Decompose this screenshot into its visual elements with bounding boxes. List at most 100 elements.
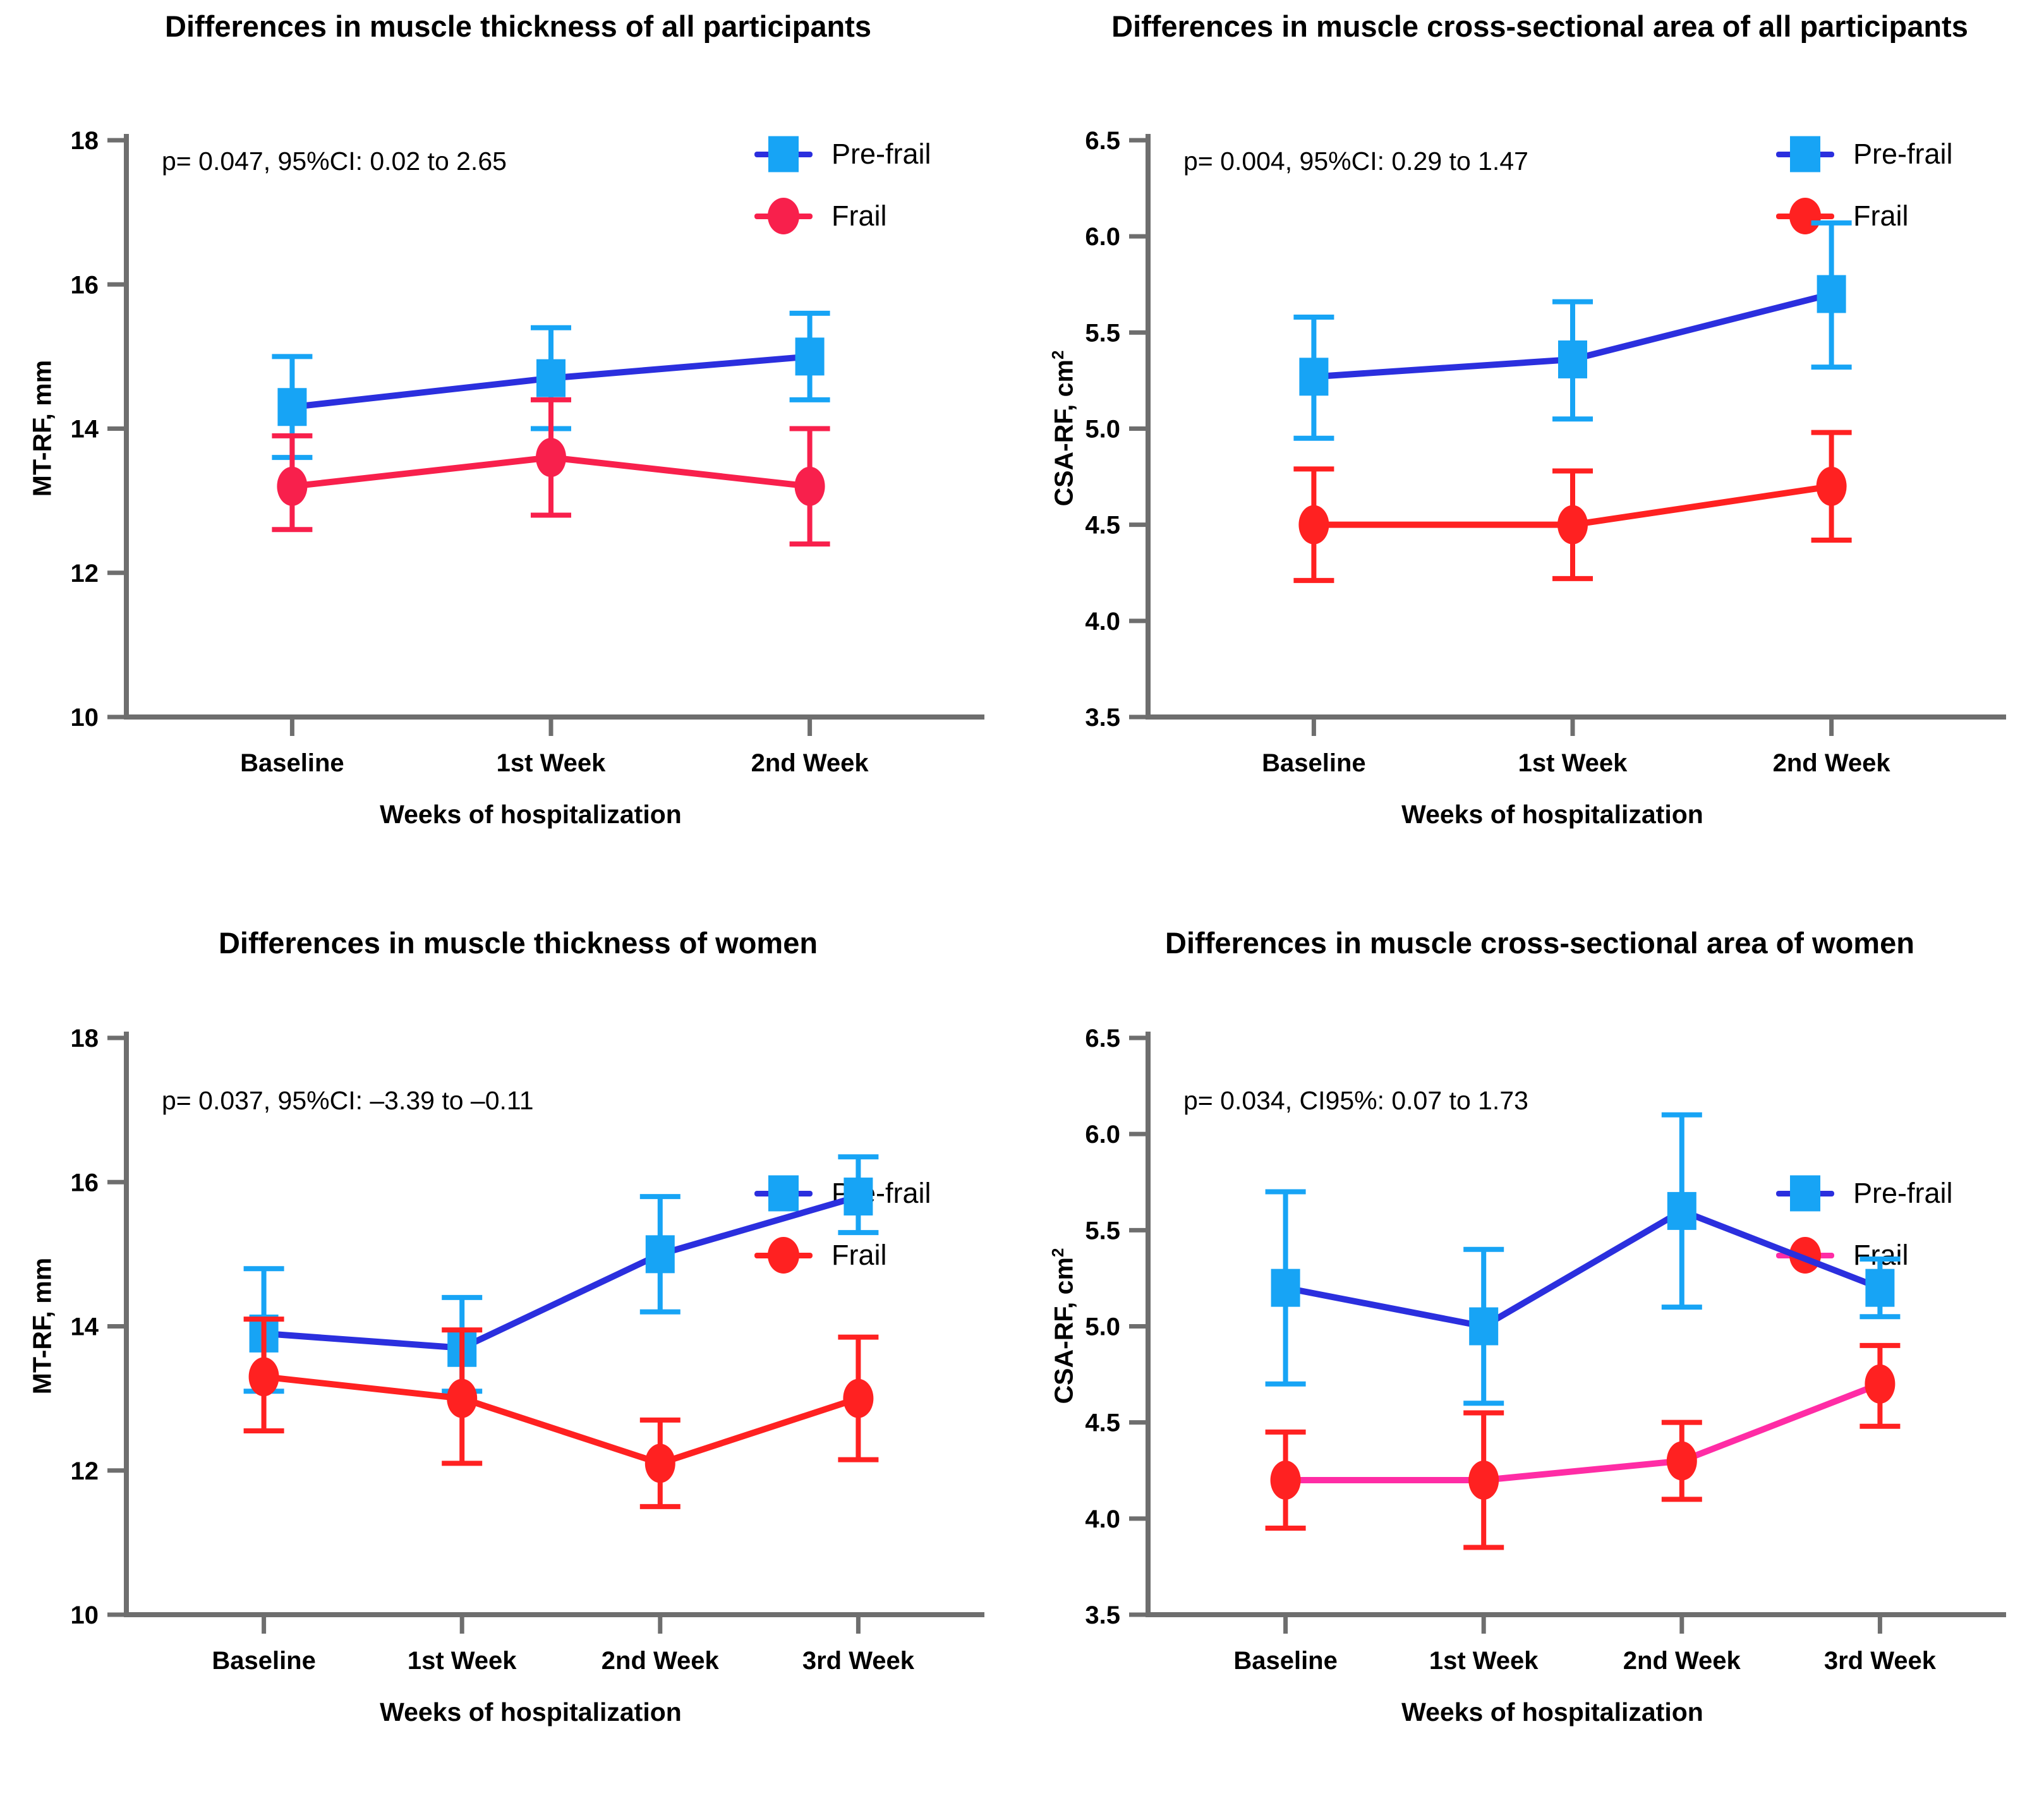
circle-marker-icon: [752, 1235, 815, 1275]
series-pre-frail: [1293, 220, 1852, 441]
error-bars: [243, 1154, 879, 1394]
circle-marker-icon: [1774, 196, 1837, 236]
axis-tick-labels: 3.5 4.0 4.5 5.0 5.5 6.0 6.5 Baseline 1st Week 2nd…: [1085, 1025, 1936, 1675]
legend-label: Frail: [1853, 200, 1909, 232]
legend-label: Pre-frail: [832, 138, 931, 170]
marker-circle: [843, 1378, 874, 1418]
series-pre-frail: [1265, 1112, 1901, 1406]
x-tick-label: Baseline: [1233, 1647, 1338, 1675]
legend-item-frail: Frail: [752, 1235, 931, 1275]
x-tick-label: 1st Week: [1429, 1647, 1539, 1675]
square-marker-icon: [1774, 1173, 1837, 1214]
plot-csa-all-participants: 3.5 4.0 4.5 5.0 5.5 6.0 6.5 Baseline 1st Week 2nd…: [1085, 127, 2006, 777]
y-tick-label: 3.5: [1085, 704, 1120, 732]
legend-item-frail: Frail: [1774, 196, 1953, 236]
series-line: [1282, 1207, 1884, 1330]
series-pre-frail: [243, 1154, 879, 1394]
y-tick-label: 10: [71, 704, 99, 732]
legend-square: [1790, 136, 1820, 172]
panel-mt-all-participants: Differences in muscle thickness of all p…: [0, 0, 1022, 898]
marker-circle: [1666, 1441, 1697, 1481]
panel-title: Differences in muscle cross-sectional ar…: [1111, 9, 1968, 43]
square-marker-icon: [752, 1173, 815, 1214]
marker-circle: [1865, 1364, 1896, 1404]
panel-title: Differences in muscle thickness of women: [218, 926, 818, 960]
y-tick-label: 12: [71, 560, 99, 588]
panel-csa-women: Differences in muscle cross-sectional ar…: [1022, 898, 2043, 1795]
legend-circle: [768, 1237, 799, 1274]
series-frail: [272, 397, 830, 547]
marker-square: [1558, 340, 1587, 378]
series-line: [1282, 1380, 1884, 1483]
marker-square: [277, 388, 307, 426]
y-tick-label: 18: [71, 127, 99, 155]
x-tick-label: 1st Week: [1518, 749, 1628, 777]
marker-square: [1299, 358, 1329, 396]
legend-circle: [1789, 198, 1821, 234]
marker-circle: [1557, 505, 1588, 545]
y-tick-label: 4.5: [1085, 1409, 1120, 1437]
marker-square: [1865, 1269, 1895, 1307]
legend-square: [768, 136, 799, 172]
x-tick-label: 2nd Week: [602, 1647, 720, 1675]
y-tick-label: 14: [71, 1313, 99, 1341]
y-tick-label: 4.0: [1085, 608, 1120, 636]
marker-square: [844, 1178, 873, 1216]
x-axis-label: Weeks of hospitalization: [380, 1697, 682, 1727]
axis-tick-labels: 10 12 14 16 18 Baseline 1st Week 2nd Week 3rd We…: [71, 1025, 915, 1675]
y-tick-label: 5.5: [1085, 319, 1120, 347]
axis-ticks: [107, 1035, 861, 1634]
marker-circle: [1468, 1460, 1499, 1500]
legend-circle: [768, 198, 799, 234]
error-bars: [1293, 220, 1852, 441]
marker-circle: [794, 466, 825, 506]
y-tick-label: 16: [71, 271, 99, 299]
marker-circle: [1816, 466, 1847, 506]
x-tick-label: Baseline: [212, 1647, 316, 1675]
marker-square: [1271, 1269, 1300, 1307]
y-tick-label: 6.0: [1085, 223, 1120, 251]
marker-circle: [447, 1378, 478, 1418]
panel-mt-women: Differences in muscle thickness of women…: [0, 898, 1022, 1795]
axis-ticks: [107, 138, 813, 736]
circle-marker-icon: [752, 196, 815, 236]
x-tick-label: Baseline: [1262, 749, 1366, 777]
y-tick-label: 5.0: [1085, 416, 1120, 443]
y-tick-label: 5.5: [1085, 1217, 1120, 1245]
marker-circle: [644, 1443, 675, 1483]
axis-ticks: [1129, 1035, 1882, 1634]
legend-label: Pre-frail: [1853, 1177, 1953, 1209]
legend-square: [768, 1175, 799, 1212]
axis-tick-labels: 3.5 4.0 4.5 5.0 5.5 6.0 6.5 Baseline 1st Week 2nd…: [1085, 127, 1890, 777]
y-tick-label: 6.5: [1085, 1025, 1120, 1052]
series-frail: [243, 1317, 879, 1509]
marker-square: [1469, 1307, 1499, 1346]
legend-item-pre-frail: Pre-frail: [752, 134, 931, 174]
legend-label: Frail: [832, 1239, 887, 1271]
plot-mt-all-participants: 10 12 14 16 18 Baseline 1st Week 2nd Week: [71, 127, 984, 777]
error-bars: [243, 1317, 879, 1509]
plot-csa-women: 3.5 4.0 4.5 5.0 5.5 6.0 6.5 Baseline 1st Week 2nd…: [1085, 1025, 2006, 1675]
x-tick-label: 3rd Week: [1824, 1647, 1937, 1675]
marker-circle: [248, 1357, 279, 1397]
plot-mt-women: 10 12 14 16 18 Baseline 1st Week 2nd Week 3rd We…: [71, 1025, 984, 1675]
panel-title: Differences in muscle cross-sectional ar…: [1165, 926, 1914, 960]
legend-item-pre-frail: Pre-frail: [1774, 1173, 1953, 1214]
stats-annotation: p= 0.034, CI95%: 0.07 to 1.73: [1183, 1086, 1528, 1115]
marker-circle: [277, 466, 308, 506]
y-tick-label: 6.5: [1085, 127, 1120, 155]
legend-item-pre-frail: Pre-frail: [1774, 134, 1953, 174]
stats-annotation: p= 0.037, 95%CI: –3.39 to –0.11: [162, 1086, 534, 1115]
marker-square: [1817, 275, 1846, 313]
marker-square: [536, 359, 565, 397]
legend-label: Frail: [832, 200, 887, 232]
y-tick-label: 16: [71, 1169, 99, 1196]
y-tick-label: 4.5: [1085, 512, 1120, 539]
x-tick-label: 2nd Week: [1773, 749, 1891, 777]
marker-circle: [536, 438, 566, 478]
series-line: [260, 1193, 862, 1351]
legend: Pre-frail Frail: [1774, 134, 1953, 236]
marker-square: [795, 337, 825, 376]
stats-annotation: p= 0.004, 95%CI: 0.29 to 1.47: [1183, 147, 1528, 176]
x-tick-label: Baseline: [240, 749, 344, 777]
